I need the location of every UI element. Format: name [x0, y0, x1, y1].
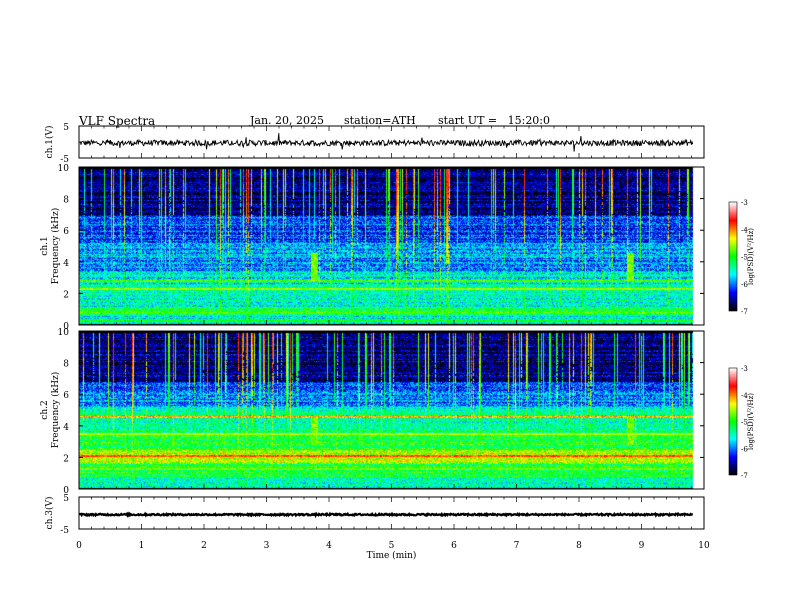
y-tick-label: 6	[63, 227, 69, 237]
spectrogram-image	[79, 331, 704, 489]
colorbar-gradient	[729, 202, 737, 311]
spectrogram-image	[79, 167, 704, 325]
colorbar-frame	[728, 201, 738, 312]
y-tick-label: 5	[63, 494, 69, 504]
chart-title: VLF Spectra	[79, 114, 156, 128]
x-tick-label: 5	[389, 541, 395, 551]
ch2-spectrogram-panel: 0 2 4 6 8 10 ch.2 Frequency (kHz) -3 -4 -5 -6 -7 log(…	[40, 328, 755, 496]
y-tick-label: 10	[58, 328, 70, 338]
ch3-waveform-panel: 5 -5 ch.3(V) 0 1 2 3 4 5 6 7 8 9 10 Time (min)	[44, 494, 710, 561]
colorbar-tick-label: -5	[741, 419, 748, 427]
x-tick-label: 4	[326, 541, 332, 551]
ch1-spectrogram-panel: 0 2 4 6 8 10 ch.1 Frequency (kHz) -3 -4 -5 -6 -7 log(…	[40, 164, 755, 332]
colorbar-tick-label: -5	[741, 254, 748, 262]
y-tick-label: 4	[63, 423, 69, 433]
x-tick-label: 10	[698, 541, 710, 551]
channel-label: ch.2	[40, 400, 50, 419]
y-tick-label: 5	[63, 123, 69, 133]
y-tick-label: 0	[63, 486, 69, 496]
x-tick-label: 9	[639, 541, 645, 551]
y-tick-label: 0	[63, 322, 69, 332]
y-tick-label: 6	[63, 391, 69, 401]
colorbar-tick-label: -4	[741, 226, 748, 234]
y-tick-label: 2	[63, 454, 69, 464]
x-tick-label: 1	[139, 541, 145, 551]
colorbar-tick-label: -7	[741, 308, 748, 316]
colorbar-tick-label: -3	[741, 365, 748, 373]
x-tick-label: 3	[264, 541, 270, 551]
y-tick-label: -5	[60, 526, 69, 536]
y-axis-label: Frequency (kHz)	[50, 372, 61, 449]
colorbar-tick-label: -6	[741, 281, 748, 289]
y-tick-label: 2	[63, 290, 69, 300]
ch1-waveform-panel: 5 -5 ch.1(V)	[44, 123, 705, 165]
colorbar-tick-label: -6	[741, 445, 748, 453]
header-station: station=ATH	[344, 114, 416, 127]
colorbar-tick-label: -7	[741, 472, 748, 480]
x-axis-label: Time (min)	[367, 550, 417, 561]
colorbar-gradient	[729, 368, 737, 475]
signal-trace	[78, 133, 694, 152]
x-tick-label: 6	[451, 541, 457, 551]
colorbar-tick-label: -4	[741, 392, 748, 400]
x-tick-label: 2	[201, 541, 207, 551]
x-tick-label: 0	[76, 541, 82, 551]
colorbar-tick-label: -3	[741, 199, 748, 207]
header-start-time: start UT = 15:20:0	[438, 114, 551, 127]
y-axis-label: ch.3(V)	[44, 497, 55, 530]
y-tick-label: 4	[63, 259, 69, 269]
header-date: Jan. 20, 2025	[250, 114, 325, 127]
y-tick-label: 8	[63, 360, 69, 370]
y-axis-label: Frequency (kHz)	[50, 208, 61, 285]
y-axis-label: ch.1(V)	[44, 126, 55, 159]
y-tick-label: 8	[63, 196, 69, 206]
y-tick-label: -5	[60, 155, 69, 165]
colorbar-label: log(PSD)(V²/Hz)	[747, 393, 755, 450]
x-tick-label: 7	[514, 541, 520, 551]
colorbar-label: log(PSD)(V²/Hz)	[747, 228, 755, 285]
x-tick-label: 8	[576, 541, 582, 551]
y-tick-label: 10	[58, 164, 70, 174]
channel-label: ch.1	[40, 236, 50, 255]
signal-trace	[78, 511, 693, 519]
colorbar-frame	[728, 367, 738, 476]
